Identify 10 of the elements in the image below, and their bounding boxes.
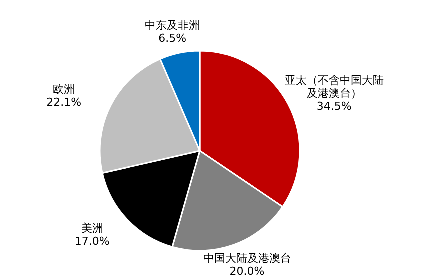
data-label: 20.0% — [228, 265, 266, 278]
data-label: 34.5% — [316, 100, 353, 114]
slice-label: 中东及非洲 — [144, 18, 202, 32]
slice-label: 中国大陆及港澳台 — [202, 252, 292, 265]
data-label: 17.0% — [74, 234, 111, 248]
data-label: 22.1% — [46, 96, 83, 109]
slice-label: 欧洲 — [52, 82, 76, 96]
slice-label: 美洲 — [80, 222, 104, 235]
data-label: 6.5% — [158, 32, 188, 45]
slice-label: 亚太（不含中国大陆及港澳台） — [284, 74, 384, 100]
